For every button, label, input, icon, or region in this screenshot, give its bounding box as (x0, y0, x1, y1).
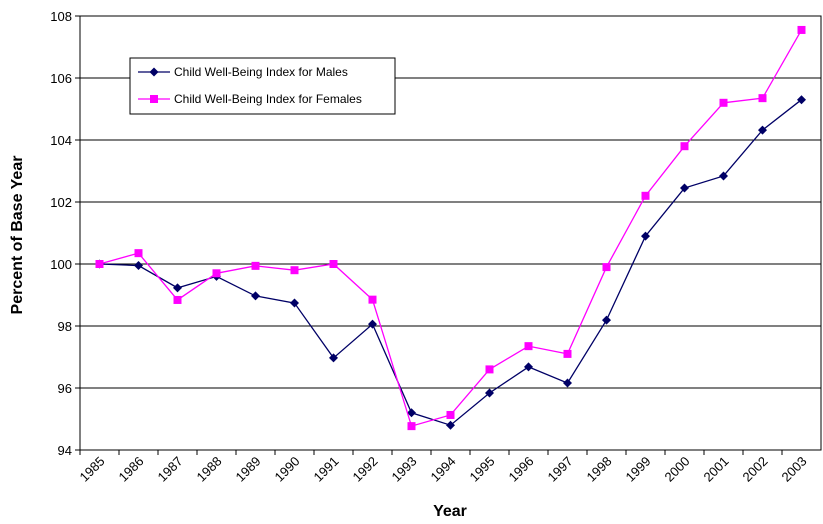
data-point (641, 231, 650, 241)
legend-marker (149, 67, 159, 77)
data-point (797, 95, 806, 105)
data-point (290, 266, 299, 275)
y-tick-label: 102 (50, 195, 72, 210)
data-point (485, 365, 494, 374)
data-point (797, 25, 806, 34)
x-tick-label: 1992 (350, 454, 381, 485)
data-point (368, 319, 377, 329)
data-point (329, 353, 338, 363)
data-point (95, 260, 104, 268)
data-point (524, 342, 533, 351)
data-point (251, 291, 260, 301)
legend-marker (150, 95, 158, 103)
data-point (719, 98, 728, 107)
y-tick-label: 94 (58, 443, 72, 458)
data-point (290, 298, 299, 308)
data-point (563, 349, 572, 358)
x-tick-label: 1991 (311, 454, 342, 485)
data-point (758, 94, 767, 103)
x-tick-label: 2003 (779, 454, 810, 485)
x-tick-label: 1996 (506, 454, 537, 485)
x-tick-label: 1985 (77, 454, 108, 485)
data-point (368, 295, 377, 304)
x-tick-label: 1986 (116, 454, 147, 485)
series-line (99, 99, 802, 426)
data-point (446, 420, 455, 430)
data-point (524, 362, 533, 372)
x-tick-label: 1988 (194, 454, 225, 485)
data-point (446, 410, 455, 419)
data-point (563, 378, 572, 388)
data-point (134, 249, 143, 258)
y-tick-label: 96 (58, 381, 72, 396)
y-tick-label: 106 (50, 71, 72, 86)
x-tick-label: 1998 (584, 454, 615, 485)
x-tick-label: 1989 (233, 454, 264, 485)
legend-label: Child Well-Being Index for Males (174, 65, 348, 79)
x-tick-label: 1995 (467, 454, 498, 485)
x-tick-label: 2002 (740, 454, 771, 485)
y-axis-title: Percent of Base Year (9, 156, 26, 315)
data-point (719, 171, 728, 181)
data-point (485, 388, 494, 398)
data-point (680, 142, 689, 151)
data-point (407, 422, 416, 431)
y-tick-label: 98 (58, 319, 72, 334)
data-point (680, 183, 689, 193)
data-point (329, 260, 338, 268)
data-point (407, 408, 416, 418)
x-tick-label: 1987 (155, 454, 186, 485)
legend-box (129, 57, 396, 115)
x-tick-label: 1999 (623, 454, 654, 485)
x-tick-label: 1990 (272, 454, 303, 485)
y-tick-label: 108 (50, 9, 72, 24)
data-point (758, 125, 767, 135)
x-tick-label: 2001 (701, 454, 732, 485)
x-tick-label: 1997 (545, 454, 576, 485)
y-tick-label: 104 (50, 133, 72, 148)
x-tick-label: 1993 (389, 454, 420, 485)
x-tick-label: 1994 (428, 454, 459, 485)
data-point (173, 295, 182, 304)
legend-label: Child Well-Being Index for Females (174, 92, 362, 106)
data-point (173, 283, 182, 293)
data-point (602, 263, 611, 272)
x-axis-title: Year (433, 503, 467, 520)
data-point (602, 315, 611, 325)
data-point (641, 191, 650, 200)
legend: Child Well-Being Index for Males Child We… (129, 57, 396, 115)
data-point (212, 269, 221, 278)
x-tick-label: 2000 (662, 454, 693, 485)
data-point (251, 261, 260, 270)
data-point (134, 261, 143, 271)
y-tick-label: 100 (50, 257, 72, 272)
plot-area (79, 15, 822, 451)
